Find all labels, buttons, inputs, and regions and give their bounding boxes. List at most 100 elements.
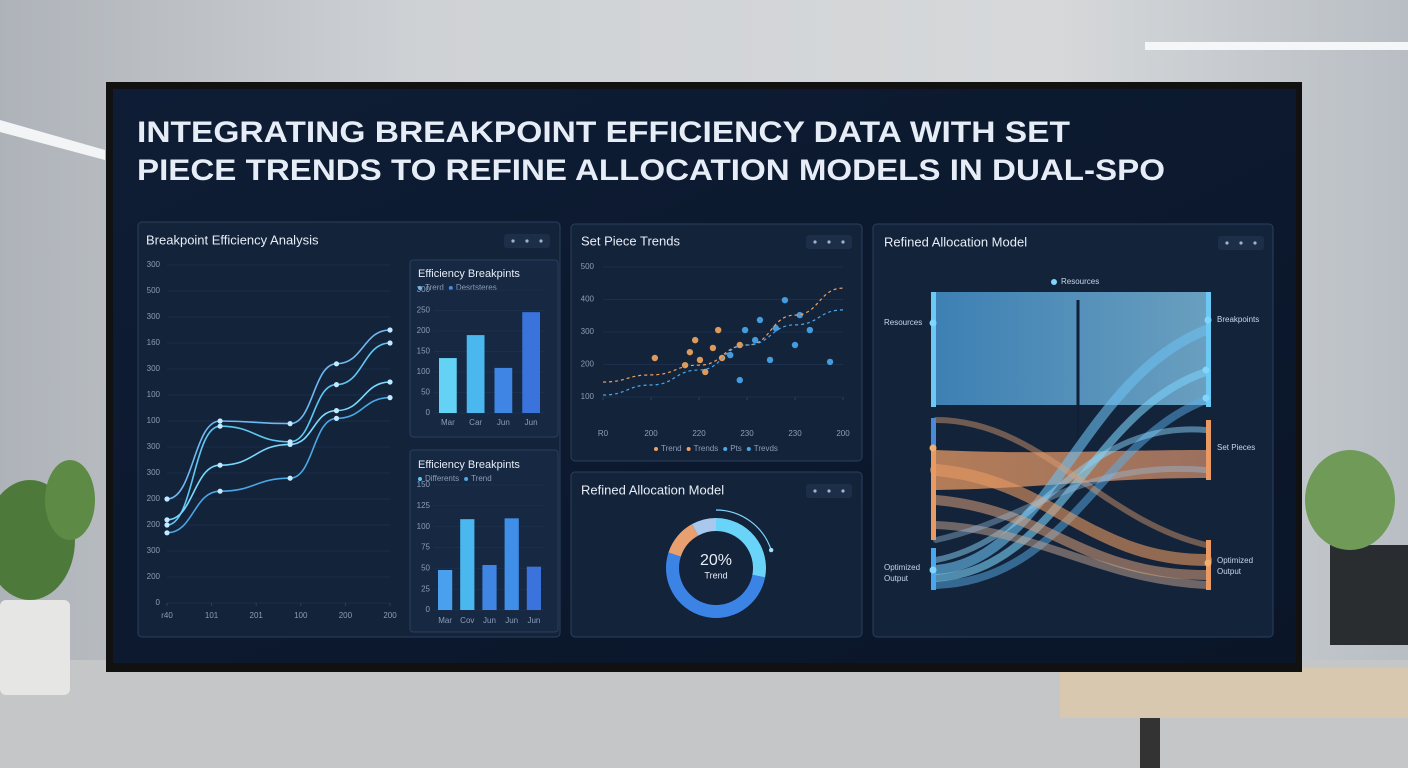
x-tick-label: Cov [460, 616, 474, 625]
node [931, 450, 936, 540]
y-tick-label: 125 [417, 501, 431, 510]
y-tick-label: 200 [417, 326, 431, 335]
toolbar-icon [539, 239, 543, 243]
y-tick-label: 500 [581, 262, 595, 271]
scatter-point [766, 356, 774, 364]
panel-title: Efficiency Breakpints [418, 268, 520, 280]
panel-title: Refined Allocation Model [884, 234, 1027, 249]
x-tick-label: 230 [788, 429, 802, 438]
line-point [287, 421, 293, 427]
y-tick-label: 100 [147, 416, 161, 425]
line-point [387, 340, 393, 346]
toolbar-icon [841, 240, 845, 244]
y-tick-label: 300 [147, 546, 161, 555]
x-tick-label: 101 [205, 611, 219, 620]
x-tick-label: Jun [525, 418, 538, 427]
legend-swatch [418, 286, 422, 290]
legend-swatch [746, 447, 751, 451]
scatter-point [651, 354, 659, 362]
y-tick-label: 0 [426, 605, 431, 614]
donut-segment [666, 552, 766, 619]
center-value: 20% [700, 552, 732, 569]
toolbar-icon [1225, 241, 1229, 245]
line-point [287, 475, 293, 481]
y-tick-label: 100 [581, 392, 595, 401]
line-point [217, 418, 223, 424]
legend-label: Differents [425, 474, 459, 483]
panel [570, 471, 863, 638]
legend-swatch [686, 447, 691, 451]
y-tick-label: 200 [147, 520, 161, 529]
node-dots [929, 279, 1212, 574]
x-tick-label: Jun [527, 616, 540, 625]
node-label: Output [1217, 567, 1242, 576]
y-tick-label: 200 [147, 494, 161, 503]
y-tick-label: 300 [147, 312, 161, 321]
toolbar-icon [525, 239, 529, 243]
legend-swatch [448, 286, 453, 290]
line-point [217, 488, 223, 494]
node-label: Resources [1061, 277, 1099, 286]
ceiling-light [0, 120, 105, 160]
toolbar-icon [827, 489, 831, 493]
legend-swatch [723, 447, 728, 451]
x-tick-label: Mar [441, 418, 455, 427]
progress-dot [768, 547, 774, 553]
y-tick-label: 75 [421, 543, 430, 552]
y-tick-label: 0 [426, 408, 431, 417]
legend-label: Desrtsteres [456, 283, 497, 292]
x-tick-label: 220 [692, 429, 706, 438]
x-tick-label: 200 [339, 611, 353, 620]
line-point [387, 327, 393, 333]
x-tick-label: 200 [644, 429, 658, 438]
node [1206, 292, 1211, 407]
y-tick-label: 300 [147, 468, 161, 477]
bar [504, 518, 519, 610]
y-tick-label: 200 [581, 360, 595, 369]
scatter-point [772, 324, 779, 332]
toolbar-icon [827, 240, 831, 244]
legend-label: Trend [661, 444, 682, 453]
x-tick-label: Jun [505, 616, 518, 625]
line-point [287, 441, 293, 447]
y-tick-label: 100 [417, 522, 431, 531]
desk [1060, 668, 1408, 718]
panel-title: Refined Allocation Model [581, 482, 724, 497]
bar [526, 566, 542, 610]
y-tick-label: 100 [417, 367, 431, 376]
line-point [164, 522, 170, 528]
donut-segment [716, 518, 766, 578]
line-point [387, 395, 393, 401]
ceiling-light [1145, 42, 1408, 50]
monitor [1330, 545, 1408, 645]
scatter-point [709, 344, 717, 352]
toolbar-icon [841, 489, 845, 493]
progress-arc [715, 509, 772, 551]
plant [0, 450, 1395, 600]
scatter-point [702, 368, 709, 376]
line-point [333, 415, 340, 421]
dashboard-title: PIECE TRENDS TO REFINE ALLOCATION MODELS… [137, 154, 1165, 187]
node-label: Set Pieces [1217, 443, 1255, 452]
y-tick-label: 50 [421, 388, 430, 397]
legend-label: Trends [694, 444, 719, 453]
y-tick-label: 200 [147, 572, 161, 581]
x-tick-label: Car [469, 418, 482, 427]
scatter-point [691, 336, 699, 344]
x-tick-label: R0 [598, 429, 609, 438]
y-tick-label: 500 [147, 286, 161, 295]
flow-strands [930, 325, 1212, 589]
y-tick-label: 300 [417, 285, 431, 294]
y-tick-label: 400 [581, 295, 595, 304]
bar [522, 312, 541, 413]
scatter-point [826, 358, 834, 366]
scatter-point [736, 376, 743, 384]
x-tick-label: 230 [740, 429, 754, 438]
desk-leg [1140, 718, 1160, 768]
legend-label: Pts [730, 444, 742, 453]
scatter-point [756, 316, 764, 324]
node-label: Optimized [884, 563, 920, 572]
y-tick-label: 300 [581, 327, 595, 336]
